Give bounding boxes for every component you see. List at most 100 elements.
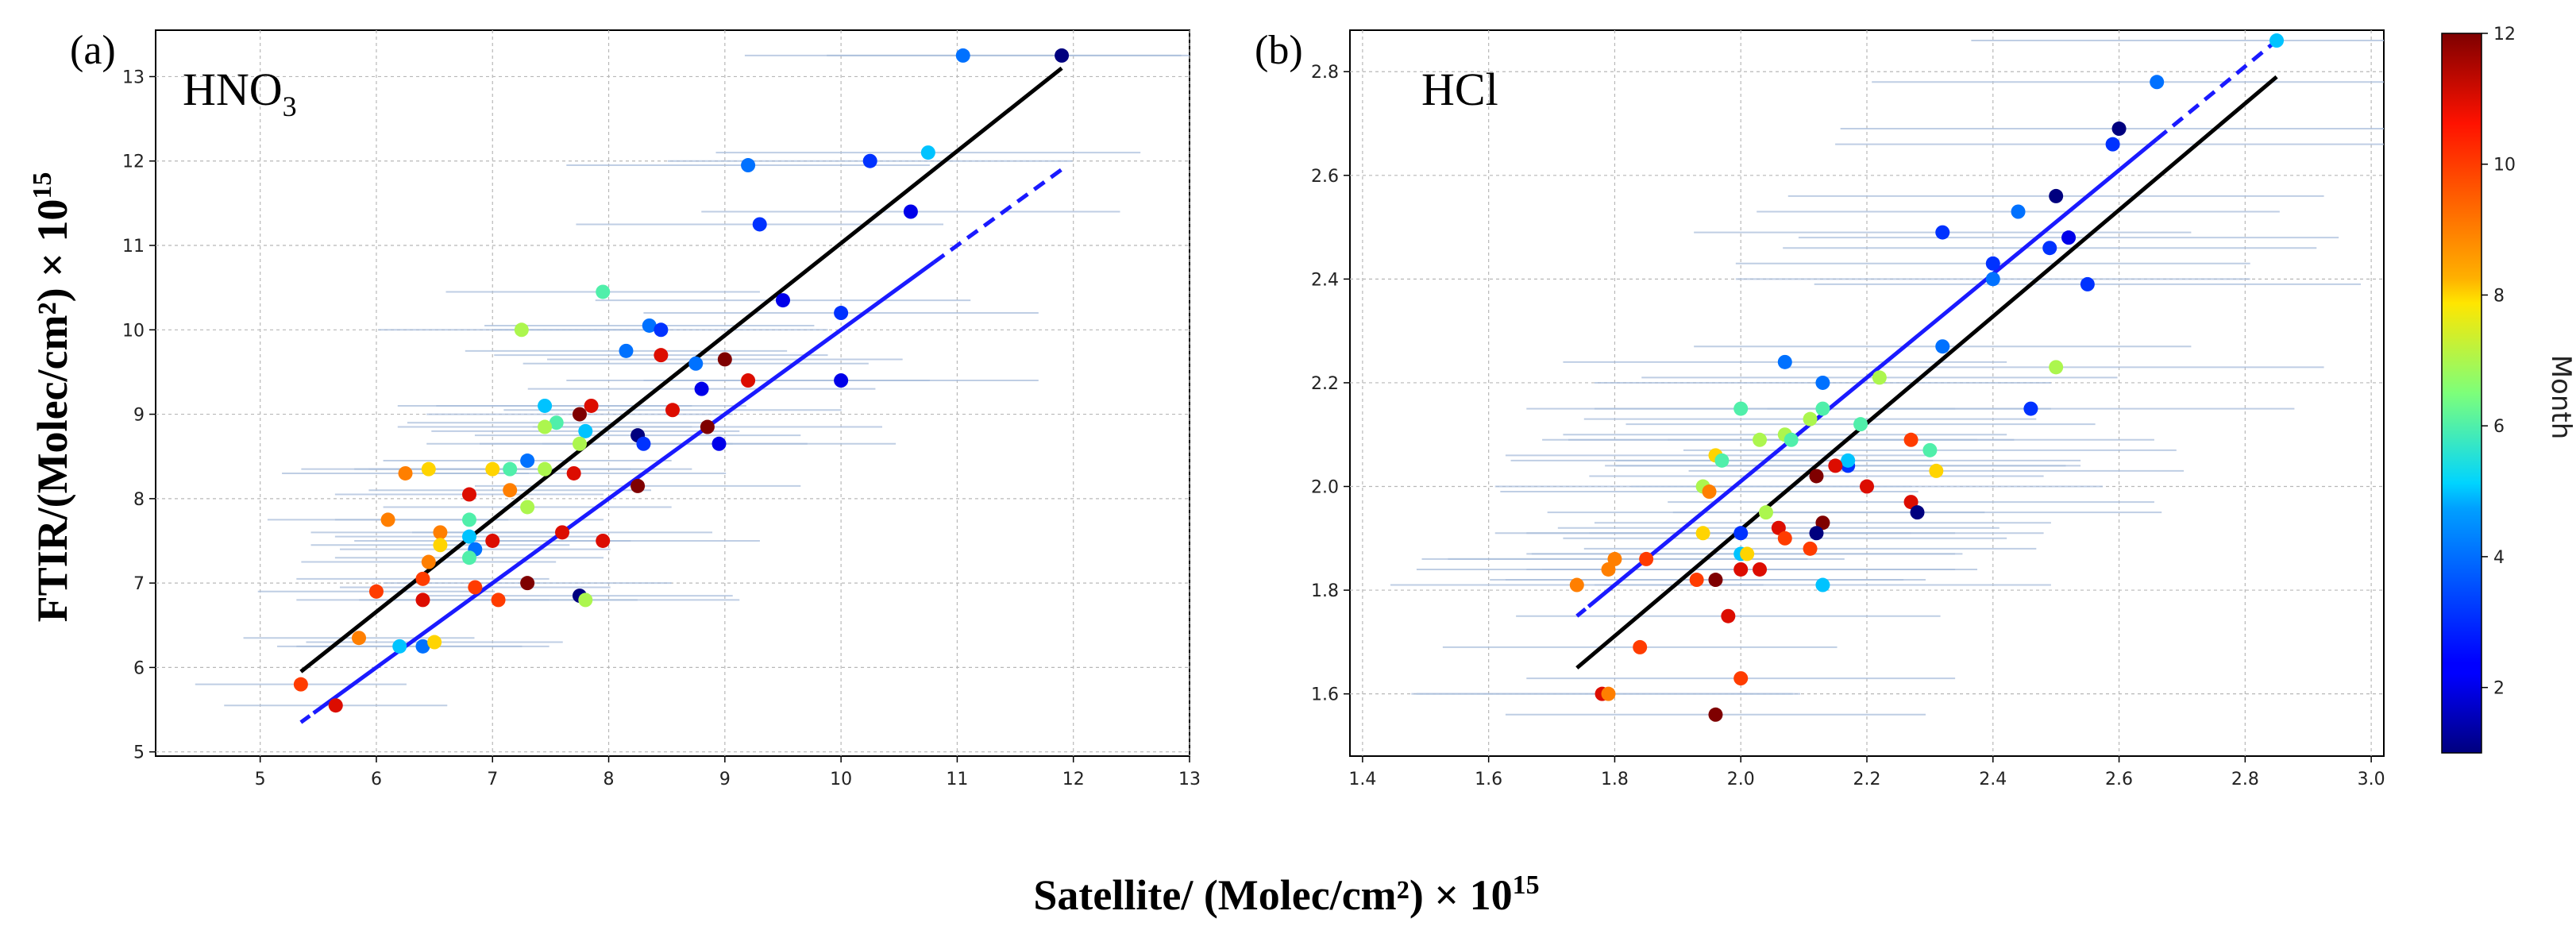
panel-a-data-point <box>1055 48 1070 63</box>
panel-b-data-point <box>1815 577 1830 592</box>
panel-b-data-point <box>2049 188 2064 203</box>
colorbar-tick-label: 4 <box>2493 548 2505 568</box>
panel-a-data-point <box>642 318 657 333</box>
panel-b-regression-lines <box>1575 39 2278 670</box>
panel-a-data-point <box>485 533 500 548</box>
panel-a-label: (a) <box>70 28 116 73</box>
panel-b-data-point <box>2105 137 2120 152</box>
panel-a-data-point <box>636 436 651 451</box>
panel-a-data-point <box>717 352 732 367</box>
panel-b-data-point <box>1777 531 1792 546</box>
panel-a-data-point <box>566 465 581 481</box>
panel-b-data-point <box>1733 526 1749 541</box>
panel-a-ytick-label: 5 <box>133 743 145 763</box>
panel-a-data-point <box>711 436 727 451</box>
panel-b-points <box>1569 33 2285 722</box>
panel-a-data-point <box>572 407 587 422</box>
panel-a-data-point <box>461 512 476 527</box>
panel-a-data-point <box>461 529 476 544</box>
panel-b-xtick-label: 2.4 <box>1979 770 2007 789</box>
panel-a-data-point <box>578 592 593 608</box>
panel-a-fit-line-black <box>299 66 1063 673</box>
panel-a-data-point <box>520 576 535 591</box>
panel-a-fit-line-blue <box>312 261 935 715</box>
panel-b-data-point <box>1733 562 1749 577</box>
panel-a-xtick-label: 7 <box>487 770 498 789</box>
panel-a-data-point <box>427 635 442 650</box>
panel-b-ytick-label: 1.6 <box>1311 685 1339 705</box>
panel-a-data-point <box>631 478 646 493</box>
panel-b-ticks: 1.4 1.6 1.8 2.0 2.2 2.4 2.6 2.8 3.0 1.6 1.8 2.0 2.2 2… <box>1311 63 2385 789</box>
panel-a-data-point <box>514 322 529 338</box>
colorbar: 2 4 6 8 10 12 Month <box>2441 25 2576 754</box>
panel-a-data-point <box>293 677 308 692</box>
panel-a-data-point <box>596 284 611 299</box>
panel-a-data-point <box>433 538 448 553</box>
panel-a-data-point <box>421 461 436 477</box>
panel-a-data-point <box>596 533 611 548</box>
panel-a-data-point <box>654 348 669 363</box>
panel-a-data-point <box>380 512 395 527</box>
panel-a-data-point <box>503 461 518 477</box>
panel-b-data-point <box>1639 551 1654 566</box>
panel-b-data-point <box>1985 256 2000 271</box>
colorbar-tick-label: 10 <box>2493 156 2516 176</box>
panel-a-hno3: 5 6 7 8 9 10 11 12 13 5 6 7 8 9 10 11 12 13 (a) HNO3 <box>70 28 1201 789</box>
panel-a-data-point <box>398 465 413 481</box>
panel-b-data-point <box>1714 453 1730 468</box>
panel-b-label: (b) <box>1255 28 1303 73</box>
y-axis-title: FTIR/(Molec/cm²) × 1015 <box>28 172 76 623</box>
panel-a-ytick-label: 7 <box>133 574 145 594</box>
panel-a-data-point <box>328 698 343 713</box>
panel-a-ytick-label: 6 <box>133 658 145 678</box>
panel-b-gas-label: HCl <box>1421 64 1498 115</box>
panel-b-data-point <box>1733 401 1749 416</box>
panel-a-xtick-label: 8 <box>604 770 615 789</box>
panel-a-data-point <box>461 487 476 502</box>
panel-a-data-point <box>368 584 384 599</box>
panel-b-data-point <box>1758 505 1773 520</box>
panel-a-data-point <box>700 419 715 434</box>
panel-a-fit-line-blue-dash <box>932 168 1063 264</box>
panel-a-data-point <box>491 592 506 608</box>
panel-a-ytick-label: 8 <box>133 490 145 510</box>
panel-b-xtick-label: 2.6 <box>2105 770 2133 789</box>
panel-b-ytick-label: 1.8 <box>1311 581 1339 601</box>
panel-b-data-point <box>1922 442 1938 457</box>
panel-a-data-point <box>741 373 756 388</box>
panel-b-data-point <box>1702 484 1717 500</box>
panel-b-data-point <box>2111 122 2127 137</box>
panel-a-data-point <box>775 293 790 308</box>
panel-b-data-point <box>1771 520 1786 535</box>
panel-a-xtick-label: 12 <box>1062 770 1085 789</box>
panel-b-ytick-label: 2.0 <box>1311 478 1339 498</box>
panel-a-xtick-label: 10 <box>830 770 852 789</box>
panel-b-data-point <box>2011 204 2026 219</box>
panel-b-fit-line-blue <box>1587 137 2158 608</box>
panel-b-data-point <box>1740 546 1755 562</box>
panel-a-data-point <box>415 571 430 586</box>
panel-a-xtick-label: 13 <box>1178 770 1201 789</box>
colorbar-gradient <box>2441 33 2482 754</box>
panel-a-data-point <box>555 525 570 540</box>
panel-a-data-point <box>665 403 680 418</box>
panel-a-data-point <box>903 204 918 219</box>
panel-b-data-point <box>2269 33 2285 48</box>
panel-a-points <box>293 48 1070 713</box>
panel-b-data-point <box>1903 495 1919 510</box>
panel-b-xtick-label: 1.6 <box>1475 770 1502 789</box>
panel-a-xtick-label: 6 <box>371 770 382 789</box>
panel-a-ytick-label: 12 <box>122 152 145 172</box>
panel-b-data-point <box>1815 401 1830 416</box>
colorbar-tick-label: 2 <box>2493 679 2505 699</box>
panel-a-data-point <box>352 631 367 646</box>
panel-a-data-point <box>392 639 407 654</box>
panel-a-data-point <box>654 322 669 338</box>
panel-b-data-point <box>1607 551 1622 566</box>
colorbar-tick-label: 6 <box>2493 417 2505 437</box>
colorbar-tick-label: 12 <box>2493 25 2516 44</box>
panel-a-data-point <box>572 436 587 451</box>
panel-a-plot-area <box>155 29 1190 757</box>
panel-a-ytick-label: 9 <box>133 406 145 426</box>
